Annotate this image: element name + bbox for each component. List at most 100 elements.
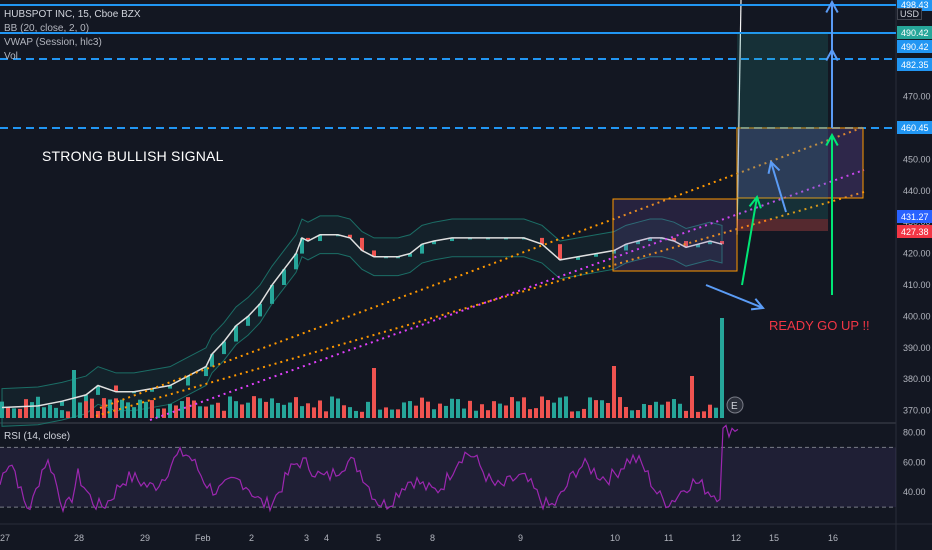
- price-candle[interactable]: [432, 241, 436, 245]
- target-box[interactable]: [736, 127, 864, 199]
- currency-badge[interactable]: USD: [897, 8, 923, 20]
- vwap-line[interactable]: [1, 234, 723, 409]
- price-candle[interactable]: [648, 237, 652, 242]
- price-candle[interactable]: [594, 253, 598, 257]
- long-position-profit-zone[interactable]: [737, 33, 828, 219]
- time-tick-label: 28: [74, 533, 84, 543]
- volume-bar: [396, 409, 400, 418]
- volume-bar: [348, 407, 352, 418]
- blue-arrow-up[interactable]: [770, 161, 787, 213]
- price-candle[interactable]: [420, 244, 424, 254]
- price-tag[interactable]: [897, 26, 932, 39]
- price-tag[interactable]: [897, 210, 932, 223]
- price-candle[interactable]: [234, 325, 238, 342]
- price-candle[interactable]: [270, 285, 274, 304]
- time-tick-label: 5: [376, 533, 381, 543]
- bb-indicator-label[interactable]: BB (20, close, 2, 0): [4, 23, 90, 34]
- price-candle[interactable]: [84, 394, 88, 402]
- vwap-indicator-label[interactable]: VWAP (Session, hlc3): [4, 37, 102, 48]
- channel-lower-line[interactable]: [95, 191, 865, 417]
- price-candle[interactable]: [60, 401, 64, 406]
- volume-bar: [444, 405, 448, 418]
- volume-bar: [372, 368, 376, 418]
- channel-midline[interactable]: [149, 169, 865, 421]
- price-candle[interactable]: [672, 237, 676, 242]
- volume-bar: [480, 404, 484, 418]
- price-candle[interactable]: [300, 237, 304, 254]
- price-candle[interactable]: [540, 237, 544, 245]
- volume-bar: [582, 408, 586, 418]
- price-candle[interactable]: [720, 241, 724, 245]
- volume-bar: [462, 408, 466, 418]
- price-candle[interactable]: [372, 250, 376, 257]
- price-tick-label: 390.00: [903, 343, 931, 353]
- price-candle[interactable]: [150, 388, 154, 392]
- green-arrow-up-head: [748, 194, 762, 209]
- price-candle[interactable]: [306, 237, 310, 242]
- rsi-line[interactable]: [0, 424, 739, 514]
- volume-bar: [282, 404, 286, 418]
- price-candle[interactable]: [396, 256, 400, 259]
- bollinger-band[interactable]: [1, 215, 723, 427]
- volume-bar: [240, 404, 244, 418]
- long-position-stop-zone[interactable]: [737, 219, 828, 231]
- price-tag[interactable]: [897, 121, 932, 134]
- price-candle[interactable]: [360, 237, 364, 251]
- price-candle[interactable]: [294, 253, 298, 270]
- price-candle[interactable]: [168, 385, 172, 389]
- green-arrow-up[interactable]: [741, 196, 758, 286]
- volume-bar: [474, 410, 478, 418]
- consolidation-box[interactable]: [612, 198, 738, 272]
- volume-bar: [162, 408, 166, 418]
- volume-bar: [570, 411, 574, 418]
- rsi-band-fill: [0, 447, 896, 508]
- price-candle[interactable]: [408, 253, 412, 257]
- price-candle[interactable]: [210, 354, 214, 367]
- volume-bar: [6, 407, 10, 418]
- price-candle[interactable]: [36, 405, 40, 408]
- volume-bar: [498, 403, 502, 418]
- price-candle[interactable]: [576, 256, 580, 260]
- price-candle[interactable]: [258, 303, 262, 317]
- price-candle[interactable]: [246, 316, 250, 326]
- blue-arrow-ready[interactable]: [705, 284, 764, 309]
- price-candle[interactable]: [282, 269, 286, 285]
- price-tag[interactable]: [897, 0, 932, 11]
- blue-arrow-up-head: [767, 160, 781, 174]
- price-tag[interactable]: [897, 225, 932, 238]
- price-candle[interactable]: [450, 237, 454, 242]
- price-tick-label: 370.00: [903, 406, 931, 416]
- price-candle[interactable]: [114, 385, 118, 392]
- price-candle[interactable]: [696, 244, 700, 248]
- volume-bar: [270, 398, 274, 418]
- price-candle[interactable]: [222, 341, 226, 355]
- price-candle[interactable]: [558, 244, 562, 260]
- price-candle[interactable]: [612, 250, 616, 254]
- earnings-marker[interactable]: [726, 396, 744, 414]
- price-tag[interactable]: [897, 58, 932, 71]
- price-candle[interactable]: [636, 241, 640, 245]
- volume-bar: [126, 402, 130, 418]
- price-candle[interactable]: [384, 256, 388, 259]
- spike-candle-wick[interactable]: [736, 0, 742, 235]
- volume-indicator-label[interactable]: Vol: [4, 51, 18, 62]
- volume-bar: [672, 399, 676, 418]
- price-candle[interactable]: [348, 234, 352, 238]
- volume-bar: [294, 397, 298, 418]
- price-tag[interactable]: [897, 40, 932, 53]
- green-arrow-target-head: [825, 132, 839, 147]
- volume-bar: [132, 407, 136, 418]
- price-candle[interactable]: [96, 385, 100, 395]
- price-candle[interactable]: [318, 234, 322, 242]
- volume-bar: [384, 407, 388, 418]
- price-candle[interactable]: [684, 241, 688, 248]
- price-candle[interactable]: [204, 366, 208, 377]
- price-candle[interactable]: [708, 241, 712, 245]
- price-candle[interactable]: [624, 244, 628, 251]
- signal-annotation: STRONG BULLISH SIGNAL: [42, 148, 224, 164]
- rsi-indicator-label[interactable]: RSI (14, close): [4, 431, 71, 442]
- price-candle[interactable]: [186, 376, 190, 386]
- volume-bar: [54, 407, 58, 418]
- volume-bar: [720, 318, 724, 418]
